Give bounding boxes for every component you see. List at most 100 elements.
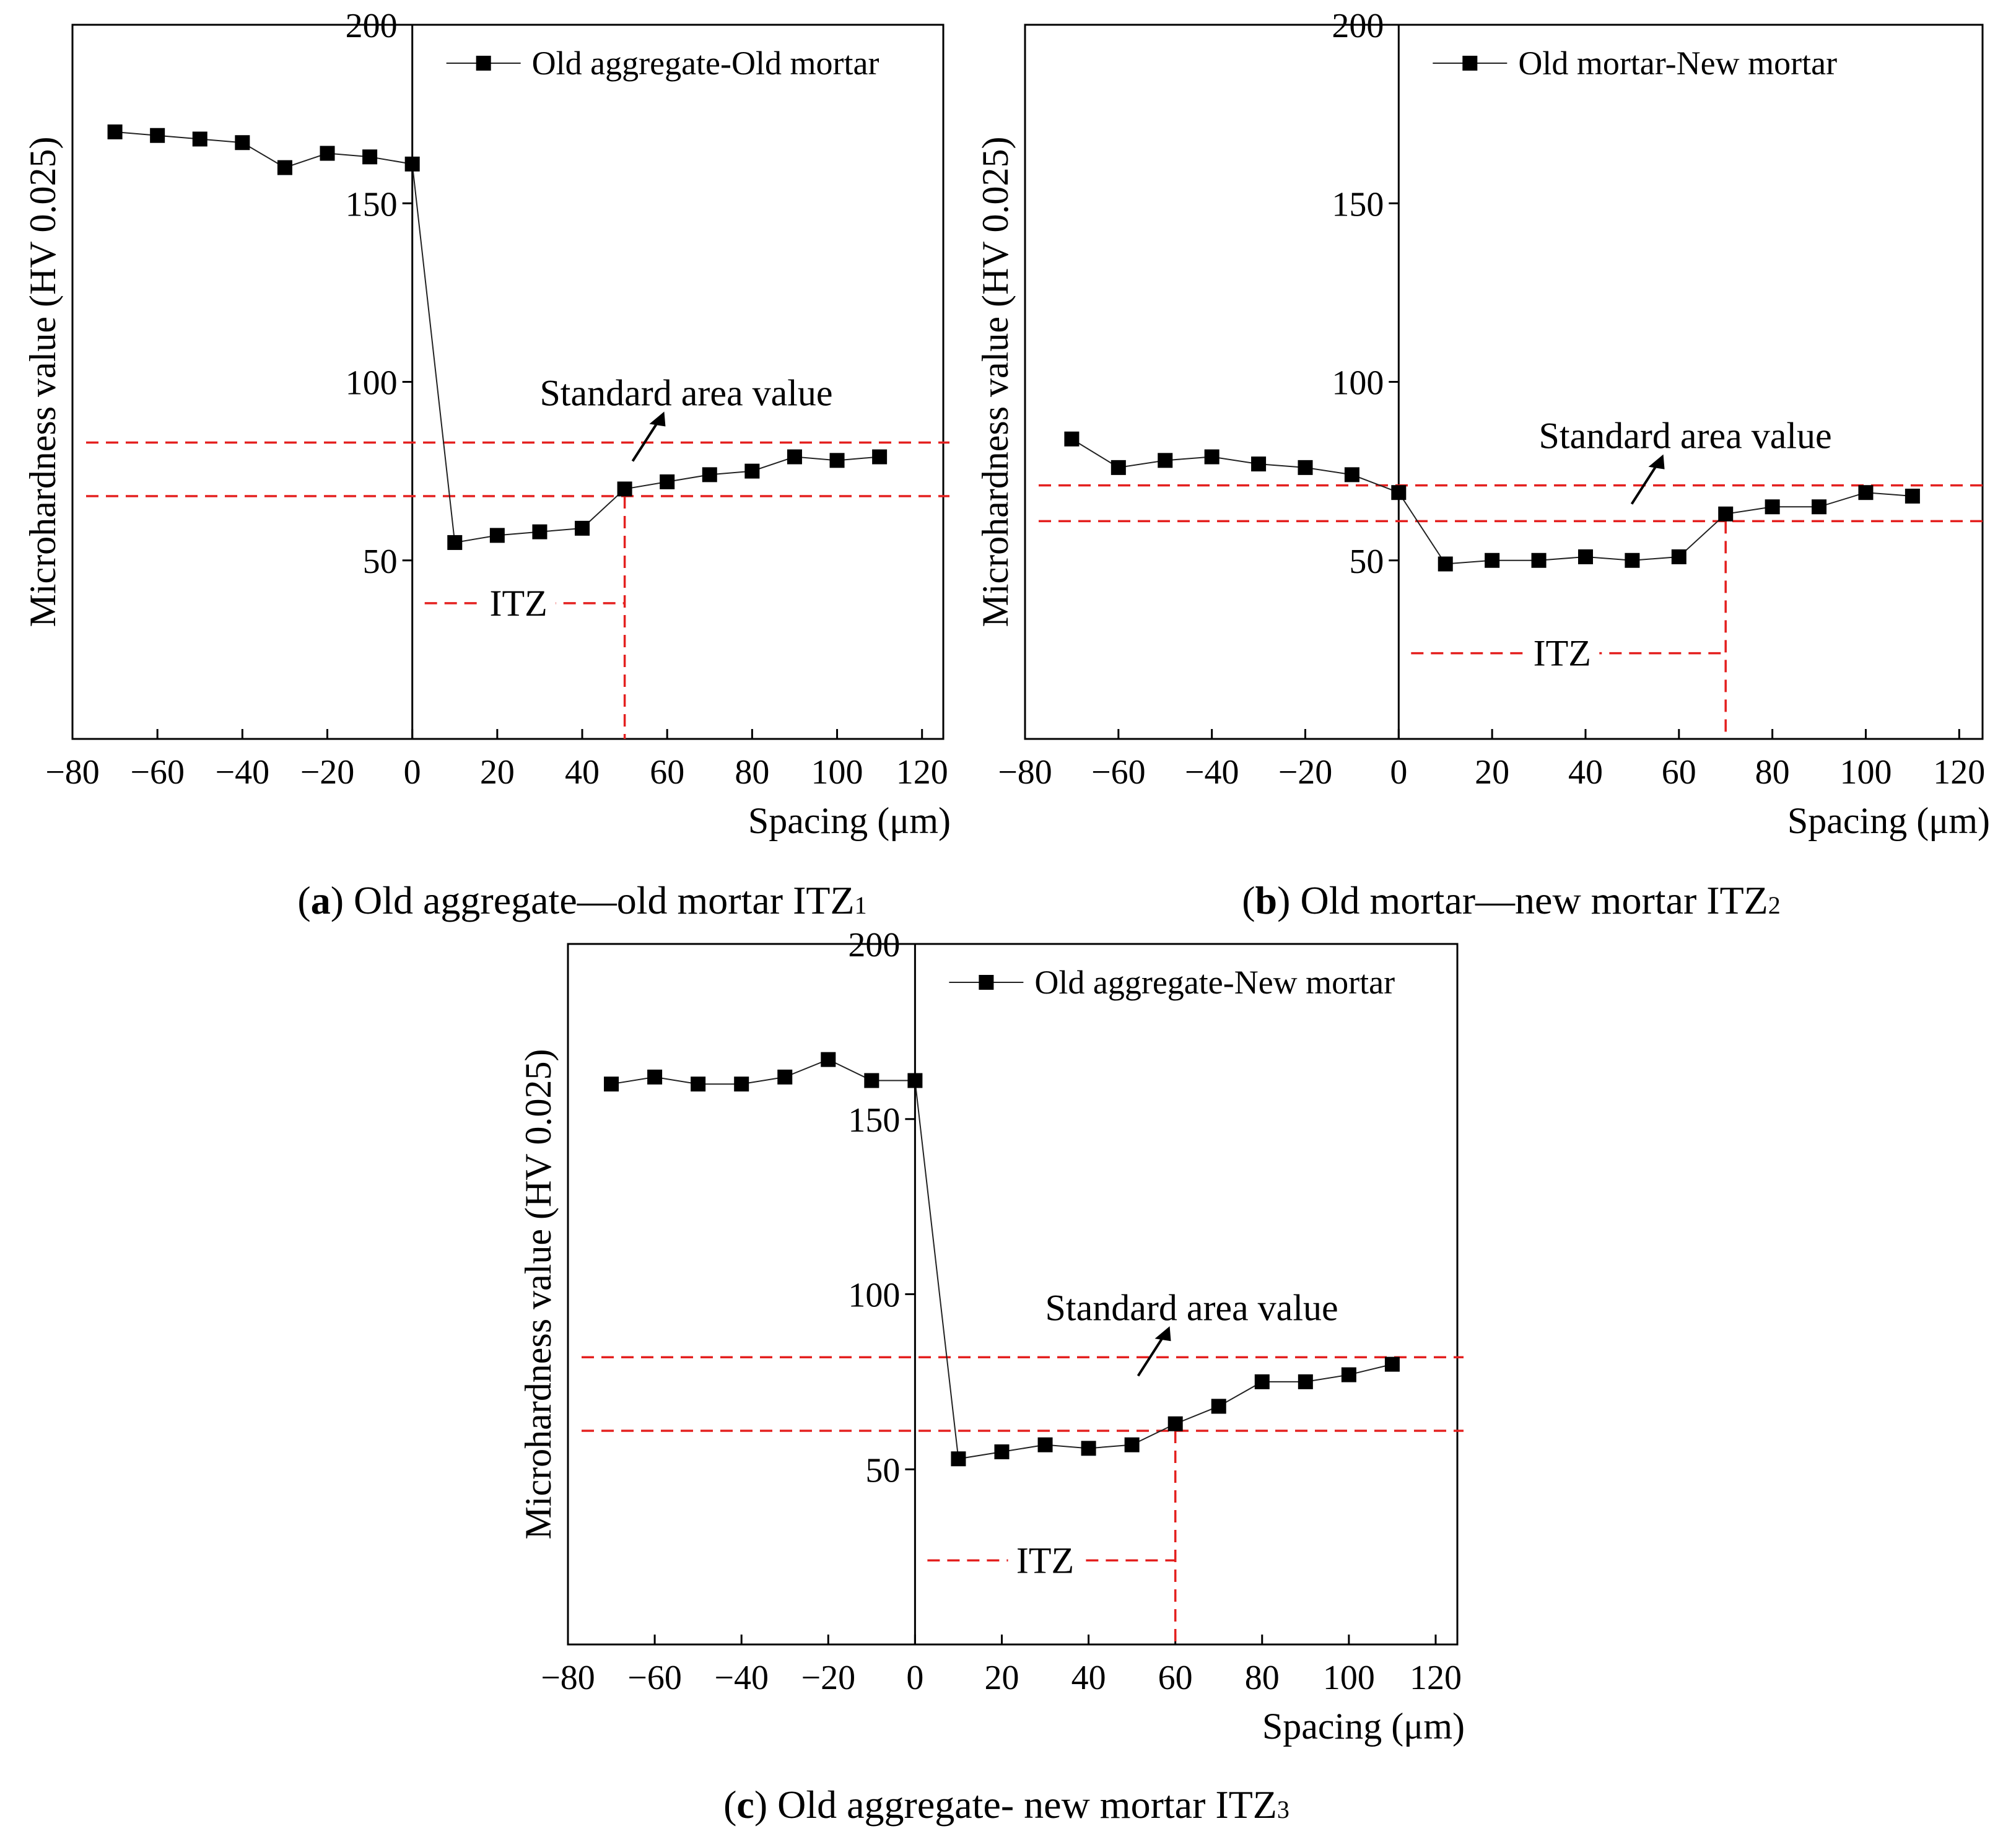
data-point [660, 474, 675, 489]
data-point [489, 528, 505, 543]
data-point [1531, 552, 1547, 568]
data-point [1251, 456, 1267, 472]
data-point [1344, 467, 1359, 483]
x-tick-label: 100 [811, 753, 863, 792]
legend-marker [979, 975, 994, 990]
standard-area-arrow-head [649, 411, 666, 427]
data-point [1812, 499, 1827, 515]
x-tick-label: 0 [404, 753, 421, 792]
plot-frame [567, 943, 1459, 1646]
x-tick-label: 80 [1755, 753, 1790, 792]
x-tick-label: −20 [801, 1659, 855, 1697]
legend-label: Old aggregate-Old mortar [532, 45, 879, 82]
x-tick-label: 100 [1839, 753, 1892, 792]
data-point [362, 149, 378, 165]
y-tick-label: 100 [848, 1277, 900, 1315]
data-point [1625, 552, 1640, 568]
data-point [1081, 1441, 1096, 1456]
data-point [951, 1451, 966, 1467]
standard-area-label: Standard area value [1045, 1287, 1338, 1328]
standard-area-arrow [1137, 1332, 1167, 1377]
y-tick-label: 50 [363, 543, 398, 581]
data-point [1577, 549, 1593, 564]
data-point [787, 449, 802, 465]
data-point [532, 524, 548, 539]
itz-label-bg [481, 584, 556, 622]
data-point [1391, 485, 1407, 500]
data-point [1204, 449, 1220, 465]
data-point [604, 1076, 619, 1092]
x-tick-label: −40 [1185, 753, 1239, 792]
x-tick-label: 60 [1158, 1659, 1193, 1697]
data-point [1064, 431, 1080, 447]
data-point [575, 520, 590, 536]
data-point [702, 467, 717, 483]
x-tick-label: 120 [1410, 1659, 1462, 1697]
standard-area-label: Standard area value [539, 373, 832, 414]
x-tick-label: −60 [627, 1659, 682, 1697]
data-point [907, 1073, 923, 1088]
legend-marker [476, 56, 491, 71]
x-tick-label: −80 [541, 1659, 595, 1697]
panel-b: −80 −60 −40 −20 0 20 40 60 80 100 120 50 100 150 200 Sp… [975, 7, 1990, 841]
data-point [691, 1076, 706, 1092]
itz-label-bg [1525, 634, 1600, 672]
data-point [1671, 549, 1687, 564]
data-point [1037, 1437, 1053, 1452]
data-point [734, 1076, 749, 1092]
data-point [1211, 1399, 1226, 1414]
x-tick-label: 80 [735, 753, 769, 792]
standard-area-label: Standard area value [1539, 416, 1832, 456]
data-point [1124, 1437, 1140, 1452]
data-point [744, 463, 760, 479]
data-point [150, 128, 165, 143]
x-tick-label: 40 [565, 753, 600, 792]
itz-label: ITZ [1016, 1540, 1074, 1581]
data-point [1858, 485, 1874, 500]
caption-a: (a) Old aggregate—old mortar ITZ1 [297, 878, 866, 922]
x-tick-label: 60 [1662, 753, 1696, 792]
x-tick-label: 120 [1933, 753, 1985, 792]
y-tick-label: 150 [346, 185, 398, 224]
x-tick-label: 20 [984, 1659, 1019, 1697]
data-point [1158, 453, 1173, 468]
data-point [320, 146, 335, 161]
x-tick-label: −20 [300, 753, 355, 792]
data-point [647, 1069, 663, 1085]
data-point [829, 453, 845, 468]
y-tick-label: 100 [346, 364, 398, 403]
y-axis-title: Microhardness value (HV 0.025) [518, 1049, 559, 1539]
data-point [107, 124, 123, 139]
x-tick-label: −40 [216, 753, 270, 792]
x-tick-label: 100 [1323, 1659, 1375, 1697]
x-tick-label: −60 [1091, 753, 1146, 792]
data-point [994, 1444, 1010, 1459]
data-point [1167, 1416, 1183, 1431]
data-point [872, 449, 888, 465]
data-point [1254, 1374, 1270, 1389]
data-point [1298, 1374, 1313, 1389]
x-tick-label: 60 [650, 753, 684, 792]
panel-c: −80 −60 −40 −20 0 20 40 60 80 100 120 50 100 150 200 Sp… [518, 926, 1465, 1747]
x-tick-label: −20 [1278, 753, 1333, 792]
data-point [1111, 460, 1126, 475]
data-point [277, 160, 292, 175]
data-point [1341, 1367, 1356, 1382]
data-point [447, 535, 463, 550]
itz-label-bg [1008, 1542, 1083, 1579]
x-tick-label: −40 [714, 1659, 769, 1697]
x-tick-label: 40 [1071, 1659, 1106, 1697]
caption-b: (b) Old mortar—new mortar ITZ2 [1242, 878, 1781, 922]
y-tick-label: 100 [1332, 364, 1384, 403]
y-axis-title: Microhardness value (HV 0.025) [975, 136, 1016, 627]
y-tick-label: 200 [848, 926, 900, 964]
standard-area-arrow-head [1154, 1326, 1171, 1342]
y-tick-label: 200 [1332, 7, 1384, 45]
panel-a: −80 −60 −40 −20 0 20 40 60 80 100 120 50 100 150 200 Sp… [22, 7, 951, 841]
x-tick-label: 0 [906, 1659, 923, 1697]
data-point [1298, 460, 1313, 475]
itz-label: ITZ [1534, 633, 1591, 674]
data-point [1765, 499, 1780, 515]
caption-c: (c) Old aggregate- new mortar ITZ3 [723, 1783, 1289, 1827]
